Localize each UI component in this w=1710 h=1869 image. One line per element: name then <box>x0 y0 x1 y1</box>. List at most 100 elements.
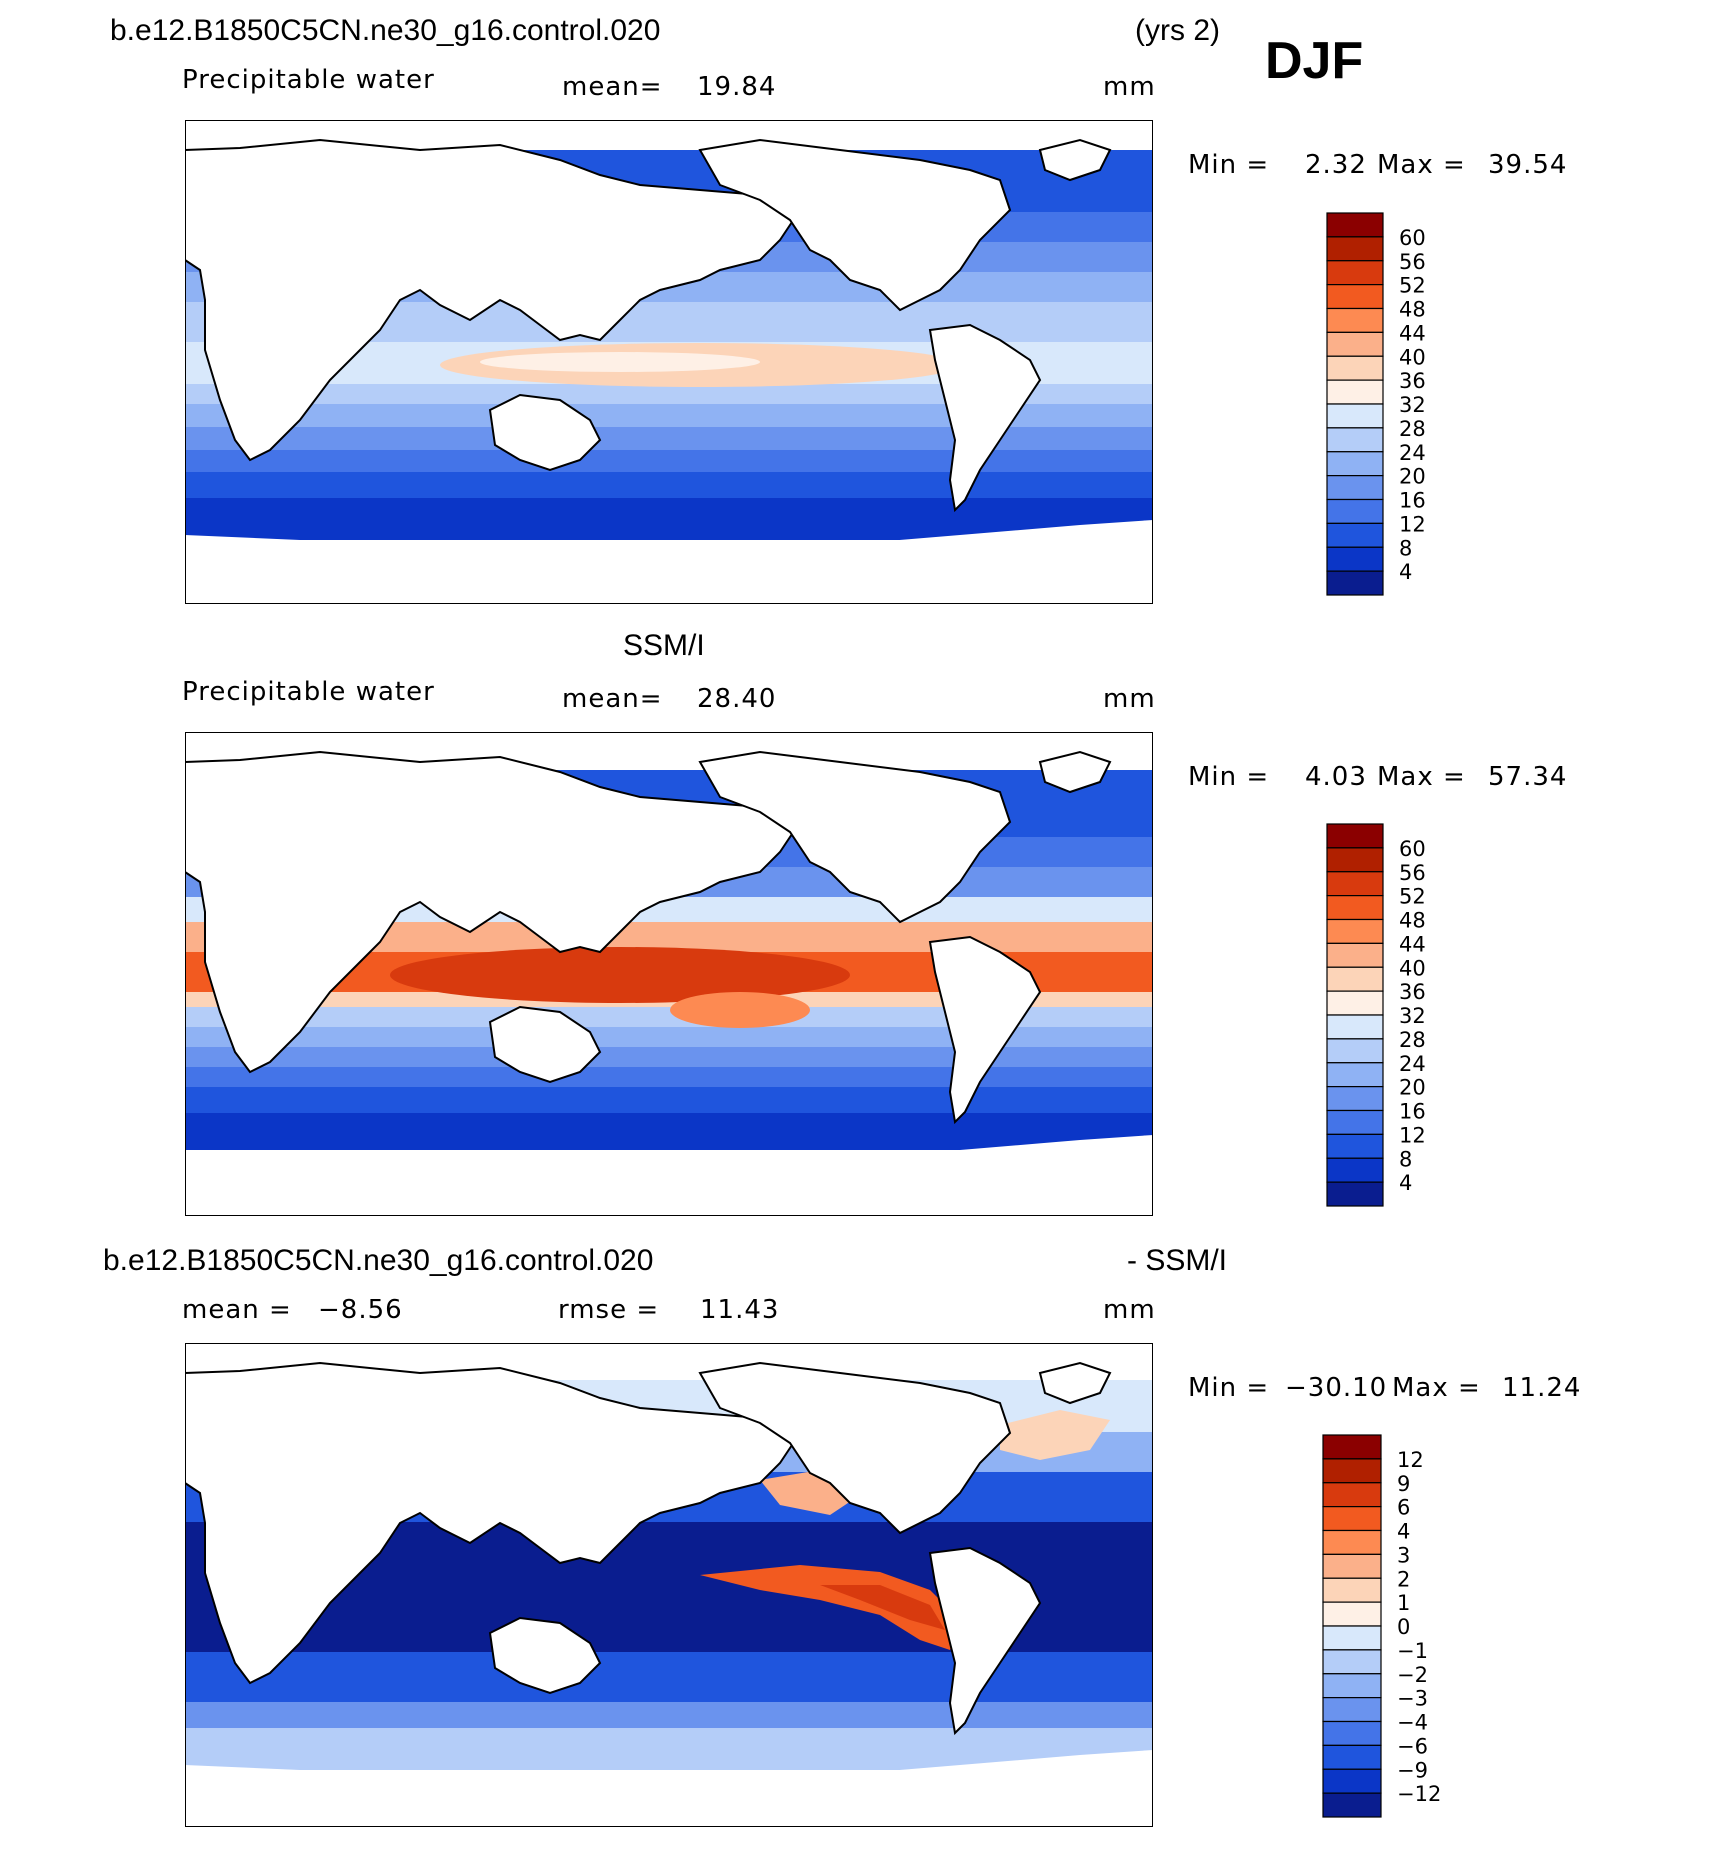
colorbar-tick-label: 28 <box>1399 1028 1426 1052</box>
colorbar-box <box>1326 1038 1384 1064</box>
panel-diff-mean-label: mean = <box>182 1295 292 1325</box>
colorbar-box <box>1326 451 1384 477</box>
colorbar-tick-label: 3 <box>1397 1543 1410 1567</box>
colorbar-tick-label: 2 <box>1397 1567 1410 1591</box>
colorbar-tick-label: 52 <box>1399 274 1426 298</box>
colorbar-box <box>1322 1720 1382 1746</box>
colorbar-box <box>1322 1529 1382 1555</box>
spcz <box>670 992 810 1028</box>
band-35s <box>185 1650 1153 1702</box>
colorbar-tick-label: 9 <box>1397 1472 1410 1496</box>
colorbar-box <box>1322 1458 1382 1484</box>
colorbar-tick-label: 4 <box>1399 1171 1412 1195</box>
colorbar-tick-label: 36 <box>1399 980 1426 1004</box>
panel-model-units: mm <box>1103 72 1156 102</box>
colorbar-box <box>1322 1506 1382 1532</box>
colorbar-tick-label: 28 <box>1399 417 1426 441</box>
colorbar-tick-label: −9 <box>1397 1758 1428 1782</box>
colorbar-tick-label: 36 <box>1399 369 1426 393</box>
colorbar-tick-label: 56 <box>1399 250 1426 274</box>
panel-diff-max-value: 11.24 <box>1502 1373 1581 1403</box>
panel-model-max-label: Max = <box>1377 150 1466 180</box>
colorbar-box <box>1326 331 1384 357</box>
colorbar-box <box>1322 1792 1382 1818</box>
panel-model-mean-value: 19.84 <box>697 72 776 102</box>
band-25s <box>185 1025 1153 1047</box>
colorbar-box <box>1326 966 1384 992</box>
colorbar-box <box>1326 1062 1384 1088</box>
panel-model-variable: Precipitable water <box>182 65 435 95</box>
colorbar-tick-label: 8 <box>1399 536 1412 560</box>
colorbar-tick-label: 16 <box>1399 489 1426 513</box>
panel-diff-rmse-value: 11.43 <box>700 1295 779 1325</box>
panel-obs-max-label: Max = <box>1377 762 1466 792</box>
colorbar-tick-label: −4 <box>1397 1711 1428 1735</box>
band-35s <box>185 1045 1153 1067</box>
antarctica <box>185 1750 1153 1827</box>
panel-obs-title: SSM/I <box>623 629 705 662</box>
panel-obs: SSM/I Precipitable water mean= 28.40 mm <box>182 629 1566 1216</box>
colorbar-tick-label: 52 <box>1399 885 1426 909</box>
colorbar-tick-label: 12 <box>1399 1123 1426 1147</box>
warm-pool-core <box>480 352 760 372</box>
colorbar-tick-label: −1 <box>1397 1639 1428 1663</box>
colorbar-box <box>1326 307 1384 333</box>
colorbar-box <box>1322 1673 1382 1699</box>
colorbar-box <box>1326 498 1384 524</box>
panel-model-min-label: Min = <box>1188 150 1269 180</box>
colorbar-tick-label: 20 <box>1399 465 1426 489</box>
colorbar-tick-label: 6 <box>1397 1496 1410 1520</box>
colorbar-box <box>1326 942 1384 968</box>
colorbar-box <box>1326 379 1384 405</box>
band-15s <box>185 1005 1153 1027</box>
colorbar-box <box>1322 1482 1382 1508</box>
colorbar-box <box>1322 1768 1382 1794</box>
colorbar-box <box>1326 847 1384 873</box>
colorbar-box <box>1326 522 1384 548</box>
colorbar-tick-label: 40 <box>1399 345 1426 369</box>
colorbar-box <box>1326 1109 1384 1135</box>
colorbar-tick-label: 44 <box>1399 932 1426 956</box>
panel-obs-mean-label: mean= <box>562 684 663 714</box>
panel-model: Precipitable water mean= 19.84 mm <box>182 65 1567 604</box>
panel-obs-min-label: Min = <box>1188 762 1269 792</box>
band-45s <box>185 1065 1153 1087</box>
colorbar-tick-label: 4 <box>1397 1520 1410 1544</box>
panel-model-max-value: 39.54 <box>1488 150 1567 180</box>
panel-diff-title-right: - SSM/I <box>1127 1244 1227 1277</box>
warm-pool <box>390 947 850 1003</box>
colorbar-tick-label: −6 <box>1397 1734 1428 1758</box>
continents <box>185 1361 1112 1736</box>
colorbar-box <box>1322 1553 1382 1579</box>
colorbar-box <box>1322 1625 1382 1651</box>
colorbar-box <box>1326 284 1384 310</box>
antarctica <box>185 520 1153 604</box>
band-45s <box>185 448 1153 472</box>
colorbar-box <box>1326 236 1384 262</box>
colorbar-tick-label: 48 <box>1399 909 1426 933</box>
east-pacific-anomaly-core <box>820 1585 945 1630</box>
case-title: b.e12.B1850C5CN.ne30_g16.control.020 <box>110 14 660 47</box>
colorbar-box <box>1326 1181 1384 1207</box>
east-pacific-anomaly <box>700 1565 960 1650</box>
colorbar-tick-label: 32 <box>1399 393 1426 417</box>
continents <box>185 750 1112 1125</box>
colorbar-box <box>1322 1744 1382 1770</box>
colorbar-box <box>1326 895 1384 921</box>
colorbar-box <box>1326 546 1384 572</box>
colorbar-tick-label: 16 <box>1399 1100 1426 1124</box>
colorbar-box <box>1326 990 1384 1016</box>
colorbar-box <box>1326 403 1384 429</box>
colorbar-box <box>1326 475 1384 501</box>
map-model <box>185 120 1153 604</box>
colorbar-tick-label: −2 <box>1397 1663 1428 1687</box>
colorbar-tick-label: 40 <box>1399 956 1426 980</box>
continents <box>185 138 1112 513</box>
years-label: (yrs 2) <box>1135 14 1220 47</box>
colorbar-box <box>1322 1697 1382 1723</box>
panel-diff-rmse-label: rmse = <box>558 1295 659 1325</box>
